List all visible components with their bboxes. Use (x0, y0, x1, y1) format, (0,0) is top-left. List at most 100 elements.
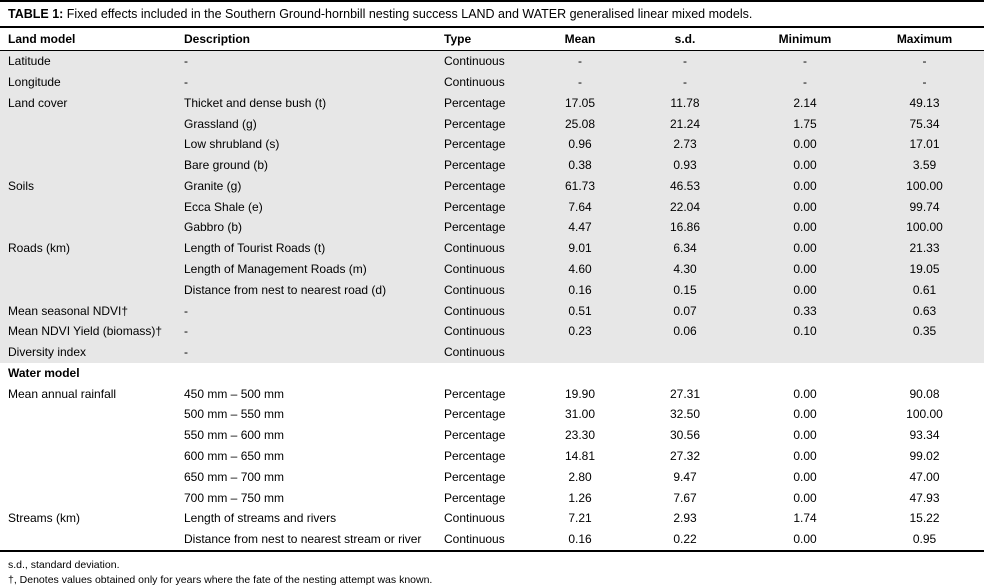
cell (0, 196, 180, 218)
cell: Distance from nest to nearest stream or … (184, 532, 422, 547)
cell: 22.04 (625, 196, 745, 218)
cell: Continuous (440, 321, 535, 342)
table-row: Soils Granite (g) Percentage 61.73 46.53 0.00… (0, 175, 984, 197)
cell: 90.08 (909, 386, 940, 401)
cell: Granite (g) (180, 175, 440, 197)
cell: - (180, 50, 440, 72)
cell: 32.50 (669, 407, 701, 422)
table-caption-text: Fixed effects included in the Southern G… (63, 7, 753, 21)
cell (0, 529, 180, 551)
section-header-row: Water model (0, 362, 984, 384)
cell: - (625, 50, 745, 72)
cell: 25.08 (535, 113, 625, 135)
table-row: Land cover Thicket and dense bush (t) Perc… (0, 92, 984, 114)
cell: 0.95 (912, 532, 937, 547)
cell: 100.00 (906, 407, 943, 422)
cell: 30.56 (669, 428, 701, 443)
cell: Percentage (440, 217, 535, 239)
cell: Mean annual rainfall (8, 386, 117, 401)
cell: - (625, 71, 745, 93)
cell: Roads (km) (0, 238, 180, 259)
table-row: 500 mm – 550 mm Percentage 31.00 32.50 0.00 1… (0, 404, 984, 425)
table-row: 650 mm – 700 mm Percentage 2.80 9.47 0.00 47.… (0, 467, 984, 488)
cell: 2.73 (625, 134, 745, 155)
cell: Ecca Shale (e) (180, 196, 440, 218)
cell (0, 134, 180, 155)
cell: - (535, 71, 625, 93)
cell: 0.93 (625, 154, 745, 176)
footnote-sd: s.d., standard deviation. (8, 558, 120, 571)
cell: Length of Tourist Roads (t) (180, 238, 440, 259)
cell: 17.05 (535, 92, 625, 114)
cell: - (535, 50, 625, 72)
cell: - (865, 71, 984, 93)
cell: - (745, 71, 865, 93)
cell: 0.00 (745, 258, 865, 280)
footnote-dagger: †, Denotes values obtained only for year… (8, 573, 433, 586)
table-title: TABLE 1: Fixed effects included in the S… (0, 0, 984, 26)
cell: Thicket and dense bush (t) (180, 92, 440, 114)
cell: - (180, 321, 440, 342)
table-body: Latitude - Continuous - - - - Longitude - Continu… (0, 50, 984, 551)
cell: 4.60 (535, 258, 625, 280)
cell: Low shrubland (s) (180, 134, 440, 155)
cell: 21.33 (865, 238, 984, 259)
cell: Land cover (0, 92, 180, 114)
cell (0, 217, 180, 239)
cell: 2.14 (745, 92, 865, 114)
cell: 46.53 (625, 175, 745, 197)
cell: 1.75 (745, 113, 865, 135)
cell: 49.13 (865, 92, 984, 114)
cell: Percentage (444, 490, 506, 505)
cell: 0.35 (865, 321, 984, 342)
cell: Length of streams and rivers (184, 511, 337, 526)
cell: 700 mm – 750 mm (184, 490, 285, 505)
section-header-cell: Water model (0, 362, 984, 384)
cell: 27.31 (669, 386, 701, 401)
cell: - (865, 50, 984, 72)
cell: 31.00 (564, 407, 596, 422)
cell: 0.00 (745, 134, 865, 155)
table-row: Bare ground (b) Percentage 0.38 0.93 0.00 3.5… (0, 154, 984, 176)
column-header-maximum: Maximum (865, 27, 984, 51)
cell: 0.00 (793, 428, 817, 443)
cell: 0.00 (745, 238, 865, 259)
cell: 99.74 (865, 196, 984, 218)
cell: 1.26 (568, 490, 592, 505)
cell: 100.00 (865, 175, 984, 197)
cell: 0.00 (793, 449, 817, 464)
table-row: Gabbro (b) Percentage 4.47 16.86 0.00 100.00 (0, 217, 984, 239)
table-row: Distance from nest to nearest stream or … (0, 529, 984, 551)
cell: Bare ground (b) (180, 154, 440, 176)
cell (0, 279, 180, 301)
cell: 2.80 (568, 469, 592, 484)
cell: 23.30 (564, 428, 596, 443)
cell: Continuous (440, 258, 535, 280)
cell: 9.47 (673, 469, 697, 484)
cell: 16.86 (625, 217, 745, 239)
cell: Soils (0, 175, 180, 197)
cell: Gabbro (b) (180, 217, 440, 239)
cell: Percentage (444, 449, 506, 464)
cell: 0.63 (865, 300, 984, 322)
cell: Percentage (444, 407, 506, 422)
cell: 600 mm – 650 mm (184, 449, 285, 464)
cell: - (180, 71, 440, 93)
cell: 19.90 (564, 386, 596, 401)
cell: 0.00 (793, 532, 817, 547)
cell: Continuous (440, 300, 535, 322)
cell: 4.30 (625, 258, 745, 280)
header-row: Land model Description Type Mean s.d. Mi… (0, 27, 984, 51)
cell: Percentage (440, 154, 535, 176)
data-table: Land model Description Type Mean s.d. Mi… (0, 26, 984, 552)
cell: Continuous (444, 532, 505, 547)
cell (0, 487, 180, 508)
cell: 0.16 (568, 532, 592, 547)
cell: Length of Management Roads (m) (180, 258, 440, 280)
cell: Distance from nest to nearest road (d) (180, 279, 440, 301)
table-row: Mean seasonal NDVI† - Continuous 0.51 0.07 0.… (0, 300, 984, 322)
column-header-description: Description (180, 27, 440, 51)
cell: 0.96 (535, 134, 625, 155)
cell: 93.34 (909, 428, 940, 443)
